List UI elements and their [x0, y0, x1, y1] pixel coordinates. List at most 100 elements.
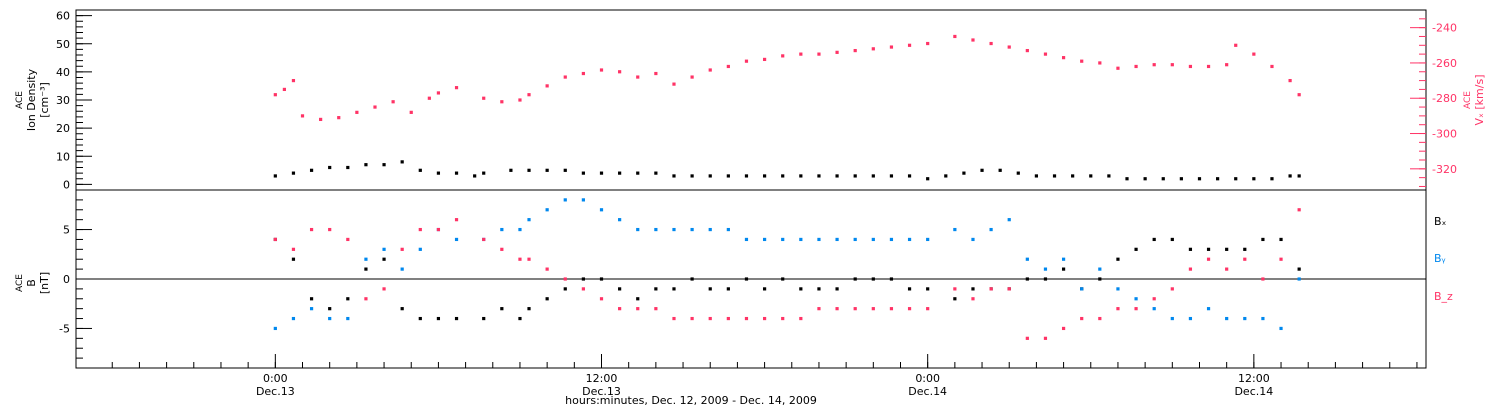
bottom-series-2-point [436, 227, 441, 232]
bottom-series-2-point [291, 247, 296, 251]
top-series-1-point [391, 100, 395, 104]
bottom-series-2-point [907, 307, 912, 311]
top-series-1-point [273, 93, 277, 97]
top-y-tick-label: 40 [56, 66, 70, 79]
top-series-1-point [871, 47, 875, 51]
bottom-series-1-point [273, 326, 277, 331]
bottom-series-1-point [708, 227, 712, 232]
top-series-0-point [799, 174, 803, 178]
top-series-0-point [726, 174, 730, 178]
top-series-1-point [672, 82, 676, 86]
bottom-series-0-point [835, 287, 839, 291]
top-series-0-point [473, 174, 477, 178]
bottom-series-1-point [527, 218, 531, 222]
bottom-series-2-point [654, 307, 658, 311]
top-series-0-point [1270, 177, 1274, 181]
bottom-series-2-point [346, 237, 350, 242]
top-y-tick-label: 30 [56, 94, 70, 107]
top-series-1-point [989, 41, 993, 46]
bottom-series-0-point [1297, 267, 1301, 271]
bottom-y-axis-label: B [25, 279, 38, 287]
bottom-series-0-point [382, 257, 386, 261]
bottom-series-1-point [1098, 267, 1102, 271]
top-y-axis-label: Ion Density [25, 68, 38, 131]
bottom-series-2-point [799, 316, 803, 321]
bottom-series-2-point [545, 267, 549, 271]
bottom-series-0-point [853, 277, 857, 281]
bottom-series-2-point [889, 307, 894, 311]
bottom-series-1-point [1206, 307, 1211, 311]
top-right-y-tick-label: -300 [1432, 128, 1457, 141]
top-series-1-point [971, 38, 975, 42]
top-series-1-point [1080, 59, 1084, 63]
top-y-tick-label: 60 [56, 10, 70, 23]
top-series-0-point [962, 171, 966, 175]
bottom-series-2-point [690, 316, 694, 321]
bottom-y-axis-label: ACE [15, 274, 25, 292]
bottom-series-0-point [971, 287, 975, 291]
top-series-0-point [1089, 174, 1093, 178]
bottom-series-2-point [1025, 336, 1029, 340]
top-series-0-point [1234, 177, 1238, 181]
bottom-series-1-point [817, 237, 821, 242]
bottom-series-1-point [672, 227, 676, 232]
bottom-y-tick-label: 5 [63, 224, 70, 237]
bottom-series-0-point [309, 297, 314, 301]
bottom-series-1-point [500, 227, 504, 232]
top-series-0-point [1016, 171, 1020, 175]
top-series-0-point [1125, 177, 1129, 181]
bottom-y-tick-label: 0 [63, 273, 70, 286]
top-series-1-point [1007, 45, 1011, 49]
top-series-1-point [436, 91, 441, 95]
bottom-series-1-point [346, 316, 350, 321]
bottom-series-2-point [1080, 316, 1084, 321]
top-series-1-point [636, 75, 640, 79]
bottom-series-1-point [835, 237, 839, 242]
bottom-series-2-point [636, 307, 640, 311]
top-series-0-point [672, 174, 676, 178]
top-series-1-point [527, 93, 531, 97]
bottom-series-2-point [1098, 316, 1102, 321]
top-series-1-point [518, 98, 522, 102]
bottom-series-1-point [636, 227, 640, 232]
top-series-1-point [545, 84, 549, 88]
top-y-axis-label: [cm⁻³] [38, 82, 51, 118]
top-y-tick-label: 50 [56, 38, 70, 51]
bottom-series-2-point [853, 307, 857, 311]
top-series-0-point [1161, 177, 1165, 181]
top-series-1-point [1206, 64, 1211, 69]
bottom-series-1-point [618, 218, 622, 222]
bottom-series-1-point [309, 307, 314, 311]
top-right-y-tick-label: -240 [1432, 22, 1457, 35]
top-series-0-point [1297, 174, 1301, 178]
bottom-series-1-point [762, 237, 767, 242]
top-series-1-point [319, 117, 323, 122]
top-series-0-point [817, 174, 821, 178]
bottom-series-2-point [364, 297, 368, 301]
bottom-series-1-point [971, 237, 975, 242]
legend-entry-0: Bₓ [1434, 215, 1447, 228]
top-series-0-point [835, 174, 839, 178]
top-y-tick-label: 20 [56, 122, 70, 135]
bottom-series-0-point [1170, 237, 1174, 242]
bottom-series-2-point [1297, 208, 1301, 212]
bottom-series-1-point [418, 247, 422, 251]
x-tick-time: 0:00 [915, 372, 940, 385]
bottom-series-2-point [781, 316, 785, 321]
bottom-series-1-point [654, 227, 658, 232]
top-series-1-point [1252, 52, 1256, 56]
bottom-series-1-point [1243, 316, 1247, 321]
top-series-0-point [346, 165, 350, 170]
bottom-series-0-point [1261, 237, 1265, 242]
bottom-series-2-point [328, 227, 332, 232]
bottom-series-1-point [1025, 257, 1029, 261]
top-series-1-point [581, 71, 585, 76]
bottom-series-0-point [953, 297, 957, 301]
bottom-series-1-point [291, 316, 296, 321]
top-series-0-point [436, 171, 441, 175]
top-panel-frame [75, 9, 1427, 191]
top-series-0-point [618, 171, 622, 175]
bottom-series-1-point [599, 208, 604, 212]
top-series-1-point [708, 68, 712, 72]
